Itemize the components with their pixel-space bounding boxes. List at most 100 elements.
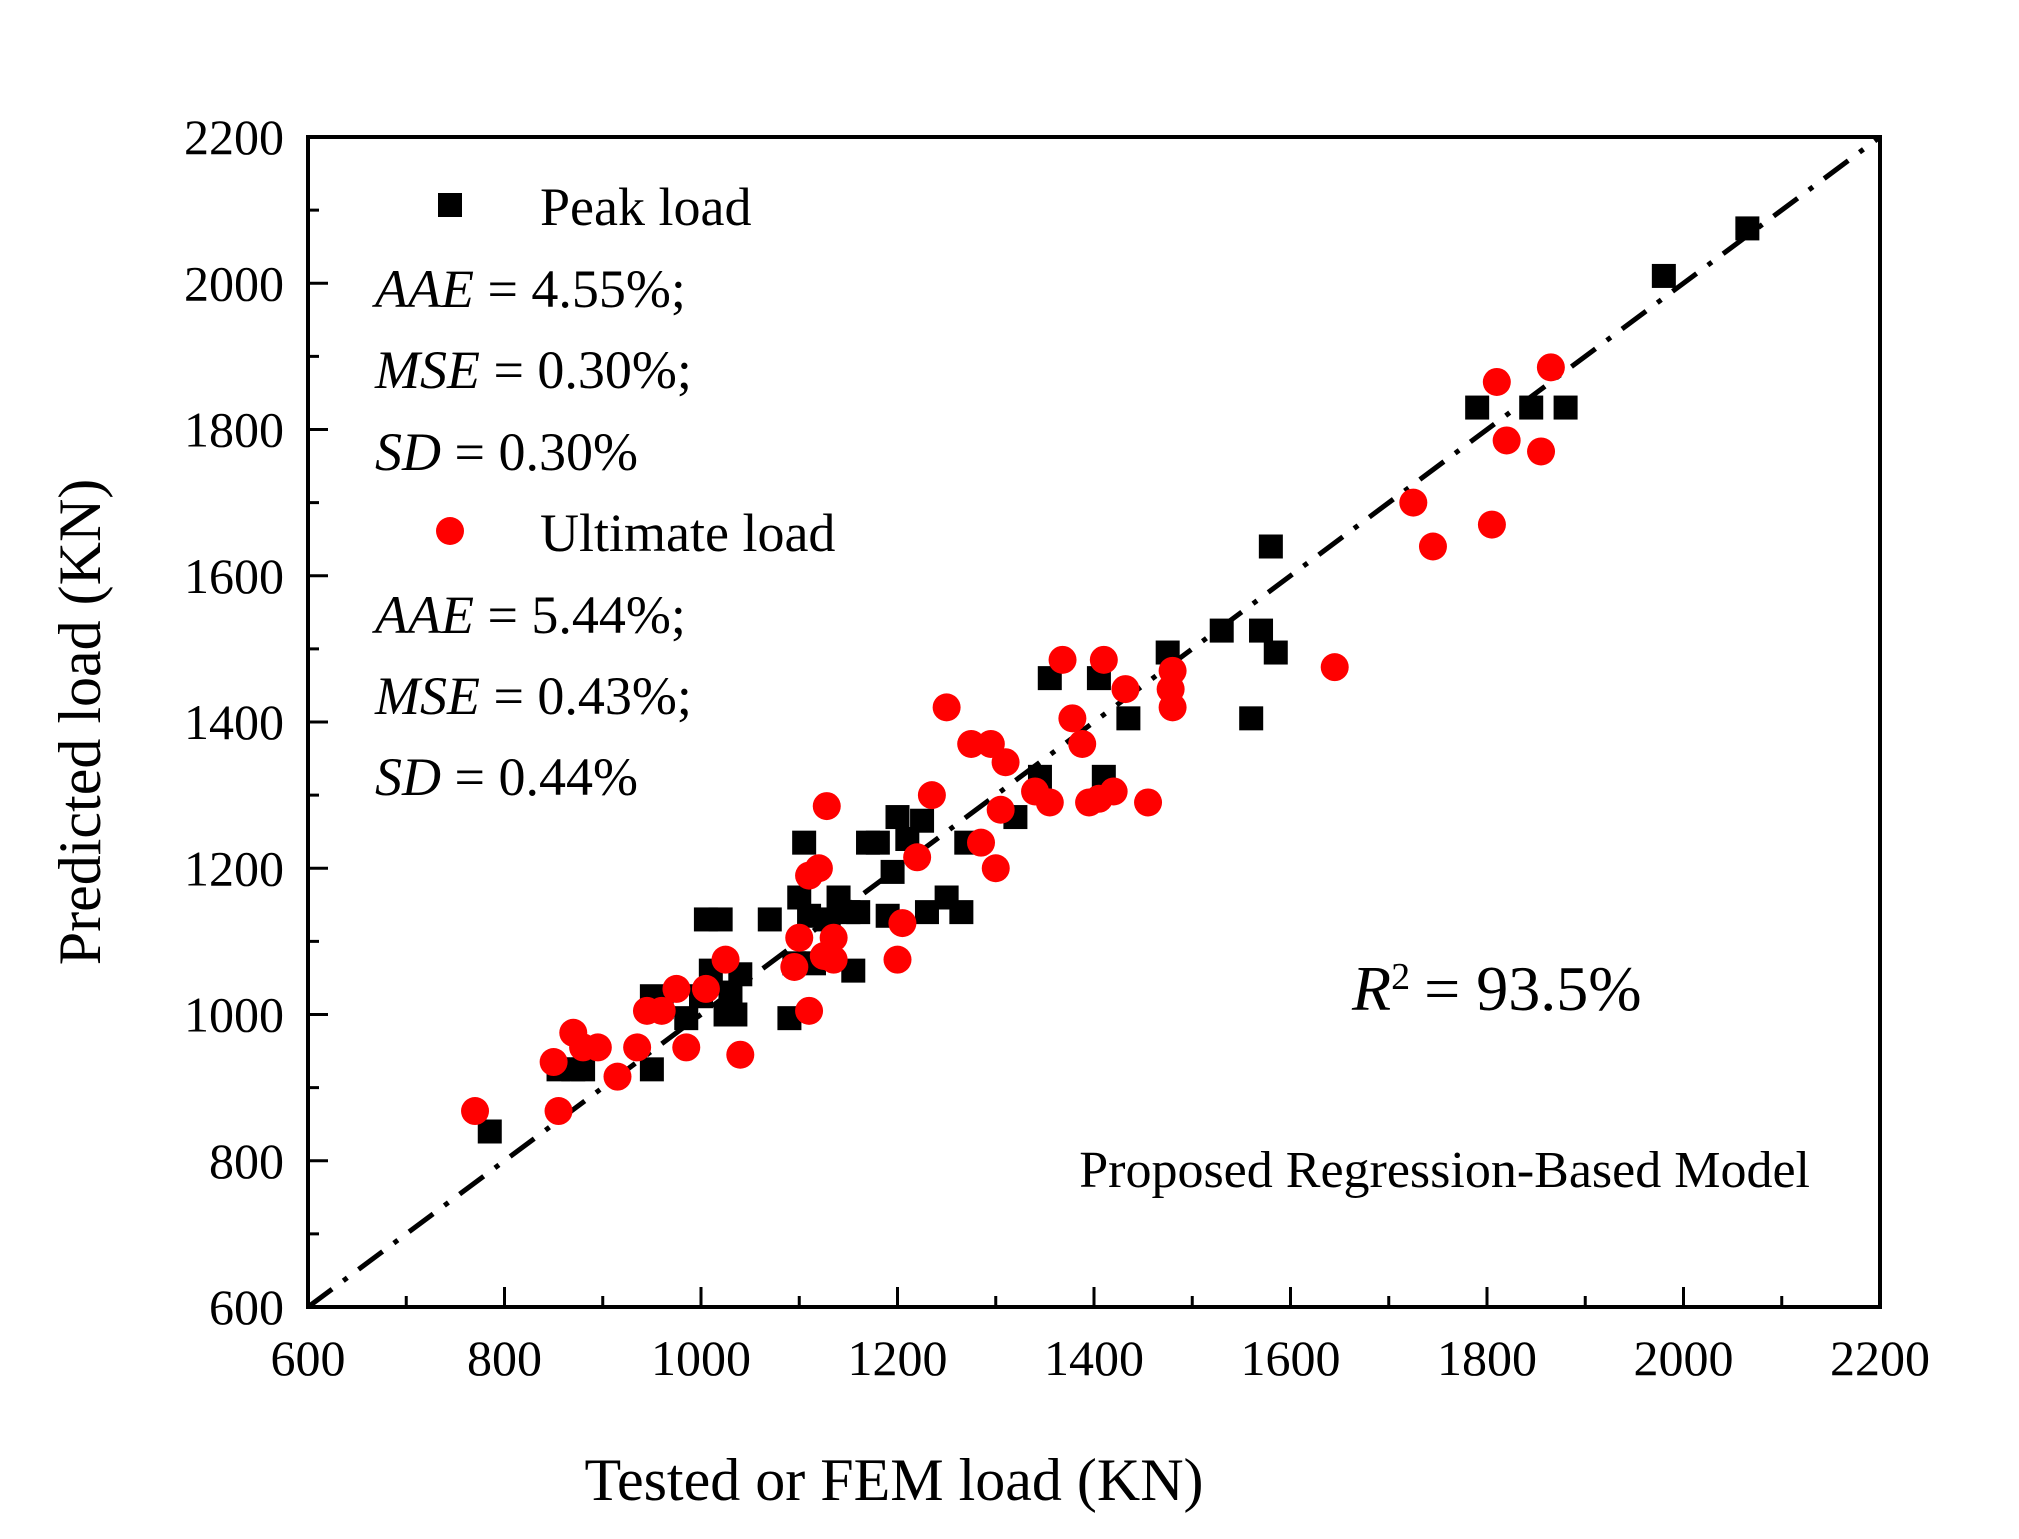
- ultimate-load-point: [539, 1048, 568, 1077]
- ultimate-load-point: [461, 1097, 490, 1126]
- y-tick-label: 1000: [184, 987, 284, 1043]
- ultimate-load-point: [967, 828, 996, 857]
- y-tick-label: 1600: [184, 548, 284, 604]
- ultimate-stat-sd-label: SD: [375, 747, 441, 807]
- x-tick-label: 1200: [848, 1330, 948, 1386]
- peak-load-point: [1519, 395, 1544, 420]
- ultimate-stat-aae-label: AAE: [372, 585, 474, 645]
- peak-load-point: [792, 830, 817, 855]
- ultimate-load-point: [662, 974, 691, 1003]
- ultimate-load-stats: AAE = 5.44%; MSE = 0.43%; SD = 0.44%: [372, 585, 692, 807]
- peak-stat-sd-value: = 0.30%: [441, 422, 638, 482]
- legend-peak-load: Peak load: [438, 177, 751, 237]
- peak-load-point: [846, 900, 871, 925]
- ultimate-load-point: [672, 1033, 701, 1062]
- r-squared-exponent: 2: [1391, 956, 1410, 998]
- x-tick-label: 800: [467, 1330, 542, 1386]
- legend-circle-marker: [436, 517, 464, 545]
- x-tick-label: 1800: [1437, 1330, 1537, 1386]
- ultimate-load-point: [795, 996, 824, 1025]
- ultimate-load-point: [1158, 656, 1187, 685]
- peak-stat-sd-label: SD: [375, 422, 441, 482]
- peak-load-point: [1651, 263, 1676, 288]
- ultimate-load-point: [917, 781, 946, 810]
- ultimate-stat-aae-value: = 5.44%;: [474, 585, 686, 645]
- ultimate-load-point: [1527, 437, 1556, 466]
- peak-load-point: [1553, 395, 1578, 420]
- peak-load-point: [885, 805, 910, 830]
- ultimate-load-point: [812, 792, 841, 821]
- ultimate-load-point: [1399, 488, 1428, 517]
- peak-load-point: [1263, 640, 1288, 665]
- axis-tick-labels: 600 800 1000 1200 1400 1600 1800 2000 2200 600 800…: [184, 109, 1930, 1386]
- ultimate-load-point: [1158, 693, 1187, 722]
- legend-label-peak-load: Peak load: [540, 177, 751, 237]
- legend-ultimate-load: Ultimate load: [436, 503, 835, 563]
- y-tick-label: 800: [209, 1133, 284, 1189]
- ultimate-load-point: [647, 996, 676, 1025]
- model-annotation: Proposed Regression-Based Model: [1079, 1142, 1810, 1199]
- peak-load-point: [880, 859, 905, 884]
- ultimate-stat-sd: SD = 0.44%: [375, 747, 638, 807]
- peak-load-point: [723, 1002, 748, 1027]
- ultimate-load-point: [785, 923, 814, 952]
- x-tick-label: 2200: [1830, 1330, 1930, 1386]
- r-squared-annotation: R2 = 93.5%: [1351, 953, 1642, 1024]
- x-tick-label: 2000: [1634, 1330, 1734, 1386]
- peak-stat-aae: AAE = 4.55%;: [372, 259, 686, 319]
- ultimate-load-point: [1477, 510, 1506, 539]
- ultimate-load-point: [544, 1097, 573, 1126]
- ultimate-load-point: [603, 1062, 632, 1091]
- y-tick-label: 1200: [184, 840, 284, 896]
- ultimate-load-series: [461, 353, 1565, 1126]
- ultimate-load-point: [1068, 729, 1097, 758]
- ultimate-load-point: [888, 909, 917, 938]
- ultimate-load-point: [1099, 777, 1128, 806]
- peak-load-point: [865, 830, 890, 855]
- peak-load-stats: AAE = 4.55%; MSE = 0.30%; SD = 0.30%: [372, 259, 692, 482]
- legend-label-ultimate-load: Ultimate load: [540, 503, 835, 563]
- peak-stat-mse-label: MSE: [374, 340, 480, 400]
- ultimate-stat-mse-label: MSE: [374, 666, 480, 726]
- peak-load-point: [639, 1057, 664, 1082]
- ultimate-load-point: [1418, 532, 1447, 561]
- y-axis-title: Predicted load (KN): [47, 479, 113, 966]
- peak-load-point: [1258, 534, 1283, 559]
- ultimate-load-point: [711, 945, 740, 974]
- peak-stat-sd: SD = 0.30%: [375, 422, 638, 482]
- ultimate-load-point: [1058, 704, 1087, 733]
- peak-stat-mse-value: = 0.30%;: [480, 340, 692, 400]
- ultimate-stat-mse-value: = 0.43%;: [480, 666, 692, 726]
- peak-load-point: [910, 808, 935, 833]
- ultimate-load-point: [986, 795, 1015, 824]
- ultimate-load-point: [726, 1040, 755, 1069]
- ultimate-load-point: [1035, 788, 1064, 817]
- ultimate-load-point: [903, 843, 932, 872]
- x-tick-label: 1400: [1044, 1330, 1144, 1386]
- peak-load-point: [1116, 706, 1141, 731]
- x-tick-label: 1000: [651, 1330, 751, 1386]
- peak-load-point: [1465, 395, 1490, 420]
- ultimate-load-point: [981, 854, 1010, 883]
- peak-load-point: [1209, 618, 1234, 643]
- ultimate-load-point: [583, 1033, 612, 1062]
- data-points: [461, 216, 1760, 1144]
- ultimate-load-point: [1089, 645, 1118, 674]
- peak-load-point: [1249, 618, 1274, 643]
- ultimate-load-point: [1536, 353, 1565, 382]
- ultimate-stat-sd-value: = 0.44%: [441, 747, 638, 807]
- y-tick-label: 2000: [184, 255, 284, 311]
- legend-square-marker: [438, 193, 462, 217]
- r-squared-value: = 93.5%: [1424, 953, 1641, 1024]
- ultimate-load-point: [883, 945, 912, 974]
- peak-stat-aae-label: AAE: [372, 259, 474, 319]
- x-tick-label: 600: [271, 1330, 346, 1386]
- ultimate-load-point: [819, 945, 848, 974]
- ultimate-load-point: [691, 974, 720, 1003]
- ultimate-load-point: [1134, 788, 1163, 817]
- ultimate-load-point: [932, 693, 961, 722]
- ultimate-stat-mse: MSE = 0.43%;: [374, 666, 692, 726]
- peak-load-point: [708, 907, 733, 932]
- peak-stat-aae-value: = 4.55%;: [474, 259, 686, 319]
- peak-load-point: [1735, 216, 1760, 241]
